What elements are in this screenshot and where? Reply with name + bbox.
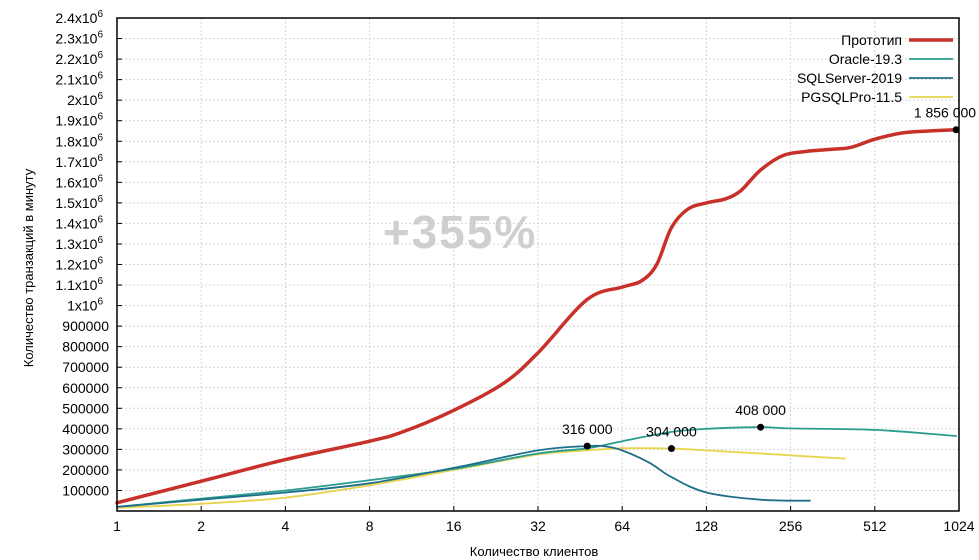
annotation-point: [952, 126, 960, 134]
series-line-oracle-19-3: [116, 426, 957, 508]
y-tick-label: 100000: [62, 482, 109, 498]
y-tick-label: 700000: [62, 359, 109, 375]
annotation-label: 304 000: [646, 424, 697, 440]
annotation-point: [757, 423, 765, 431]
y-tick-label: 2.1x106: [55, 71, 103, 88]
x-tick-label: 8: [366, 518, 374, 534]
y-tick-labels: 100000 200000 300000 400000 500000 600000 7000…: [55, 9, 109, 498]
annotation-label: 1 856 000: [914, 105, 976, 121]
legend-label: PGSQLPro-11.5: [801, 89, 902, 105]
y-tick-label: 1.3x106: [55, 235, 103, 252]
y-tick-label: 1.9x106: [55, 112, 103, 129]
y-tick-label: 1x106: [67, 297, 103, 314]
y-tick-label: 1.8x106: [55, 132, 103, 149]
x-tick-label: 32: [530, 518, 546, 534]
y-tick-label: 2.2x106: [55, 50, 103, 67]
x-tick-label: 256: [779, 518, 803, 534]
legend: Прототип Oracle-19.3 SQLServer-2019 PGSQLPr…: [797, 32, 953, 105]
y-tick-label: 1.6x106: [55, 173, 103, 190]
y-tick-label: 1.2x106: [55, 256, 103, 273]
y-tick-label: 300000: [62, 441, 109, 457]
x-tick-label: 64: [614, 518, 630, 534]
grid-lines: [116, 17, 960, 511]
x-tick-label: 2: [197, 518, 205, 534]
x-tick-label: 512: [863, 518, 887, 534]
y-tick-label: 1.4x106: [55, 214, 103, 231]
y-tick-label: 2.4x106: [55, 9, 103, 26]
annotation-label: 408 000: [735, 402, 786, 418]
annotation-point: [583, 442, 591, 450]
legend-label: Прототип: [841, 32, 902, 48]
legend-label: SQLServer-2019: [797, 70, 902, 86]
y-axis-label: Количество транзакций в минуту: [21, 168, 36, 367]
x-tick-label: 4: [282, 518, 290, 534]
x-tick-labels: 1 2 4 8 16 32 64 128 256 512 1024: [113, 518, 975, 534]
annotation-point: [667, 445, 675, 453]
series-line-pgsqlpro-11-5: [116, 447, 846, 509]
plot-frame: [116, 17, 960, 512]
x-tick-label: 128: [695, 518, 719, 534]
x-tick-label: 1024: [943, 518, 974, 534]
annotation-label: 316 000: [562, 421, 613, 437]
x-axis-label: Количество клиентов: [470, 544, 599, 559]
y-tick-label: 2.3x106: [55, 30, 103, 47]
y-tick-label: 900000: [62, 318, 109, 334]
watermark-label: +355%: [383, 206, 538, 258]
y-tick-label: 500000: [62, 400, 109, 416]
series-line-прототип: [115, 127, 958, 505]
y-tick-label: 600000: [62, 380, 109, 396]
y-tick-label: 1.7x106: [55, 153, 103, 170]
annotations: 1 856 000 408 000 316 000 304 000: [562, 105, 976, 453]
y-tick-label: 2x106: [67, 91, 103, 108]
y-tick-label: 1.1x106: [55, 276, 103, 293]
y-tick-label: 800000: [62, 339, 109, 355]
legend-label: Oracle-19.3: [829, 51, 902, 67]
y-tick-label: 400000: [62, 421, 109, 437]
x-tick-label: 1: [113, 518, 121, 534]
series-lines: [115, 127, 958, 509]
y-tick-label: 200000: [62, 462, 109, 478]
x-tick-label: 16: [446, 518, 462, 534]
y-tick-label: 1.5x106: [55, 194, 103, 211]
